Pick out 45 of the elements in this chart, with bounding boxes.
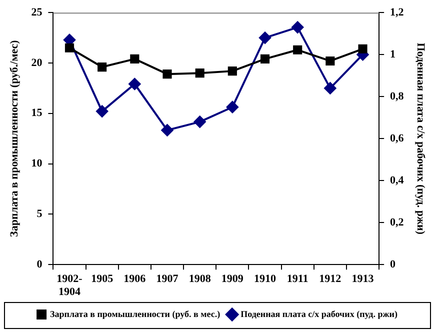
y2-tick-label: 0,8	[390, 90, 404, 102]
y2-tick-label: 0	[390, 258, 396, 270]
x-tick-label: 1909	[221, 273, 244, 286]
point	[326, 56, 335, 66]
point	[128, 78, 141, 90]
point	[162, 70, 172, 79]
point	[96, 105, 108, 118]
y-axis-title: Зарплата в промышленности (руб./мес)	[8, 40, 20, 237]
y-tick-label: 10	[31, 158, 43, 170]
point	[194, 116, 206, 128]
y-tick-label: 0	[36, 258, 43, 270]
point	[324, 82, 336, 94]
point	[64, 43, 74, 52]
x-tick-label: 1910	[254, 273, 277, 286]
x-tick-label: 1907	[156, 273, 179, 286]
point	[195, 68, 204, 78]
y2-axis-title: Поденная плата с/х рабочих (пуд. ржи)	[414, 42, 427, 235]
y2-tick-label: 0,4	[390, 174, 404, 186]
point	[358, 44, 368, 54]
point	[260, 54, 270, 64]
y2-tick-label: 0,2	[390, 216, 404, 228]
y-tick-label: 25	[31, 6, 43, 18]
y-tick-label: 15	[31, 107, 43, 120]
point	[292, 21, 304, 34]
x-tick-label: 1913	[352, 273, 374, 286]
x-tick-label: 1906	[124, 273, 146, 286]
x-tick-label: 1912	[319, 273, 342, 286]
x-tick-label: 1908	[188, 273, 212, 286]
point	[98, 62, 107, 72]
point	[130, 54, 140, 64]
x-tick-label: 1902-1904	[56, 273, 83, 298]
point	[226, 101, 238, 114]
y-tick-label: 5	[36, 208, 43, 220]
x-tick-label: 1905	[91, 273, 114, 286]
y2-tick-label: 1	[390, 48, 396, 60]
y2-tick-label: 0,6	[390, 132, 404, 144]
point	[293, 45, 302, 54]
y-tick-label: 20	[31, 56, 43, 69]
x-tick-label: 1911	[286, 273, 308, 286]
point	[228, 66, 237, 76]
legend-label: Поденная плата с/х рабочих (пуд. ржи)	[240, 308, 398, 319]
point	[161, 124, 174, 136]
legend-label: Зарплата в промышленности (руб. в мес.)	[50, 308, 220, 319]
point	[259, 32, 272, 44]
y2-tick-label: 1,2	[390, 6, 404, 18]
